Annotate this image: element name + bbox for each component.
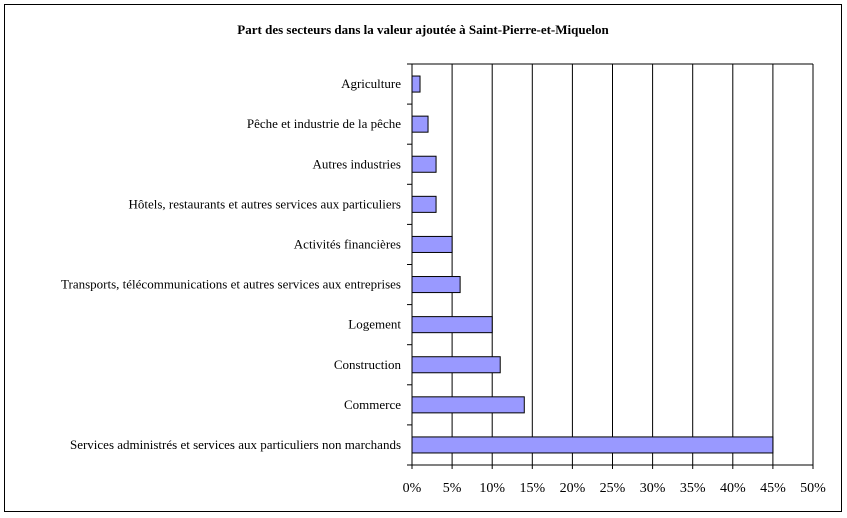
bar <box>411 396 525 414</box>
x-tick-label: 45% <box>760 481 786 496</box>
x-tick-label: 0% <box>403 481 422 496</box>
chart-frame <box>4 4 842 512</box>
bar <box>411 316 493 334</box>
category-label: Transports, télécommunications et autres… <box>61 277 401 292</box>
x-tick-label: 10% <box>479 481 505 496</box>
bar <box>411 115 429 133</box>
category-label: Construction <box>334 357 402 372</box>
bar <box>411 75 421 93</box>
category-label: Agriculture <box>341 76 401 91</box>
category-label: Activités financières <box>294 236 401 251</box>
category-label: Hôtels, restaurants et autres services a… <box>128 196 401 211</box>
x-tick-label: 40% <box>720 481 746 496</box>
category-label: Autres industries <box>313 156 401 171</box>
category-label: Services administrés et services aux par… <box>70 437 401 452</box>
x-tick-label: 50% <box>800 481 826 496</box>
category-label: Logement <box>348 317 401 332</box>
bar <box>411 235 453 253</box>
x-tick-label: 20% <box>560 481 586 496</box>
category-label: Commerce <box>344 397 401 412</box>
x-tick-label: 35% <box>680 481 706 496</box>
bar <box>411 436 774 454</box>
x-tick-label: 25% <box>600 481 626 496</box>
bar <box>411 155 437 173</box>
bar <box>411 195 437 213</box>
bar <box>411 276 461 294</box>
x-tick-label: 30% <box>640 481 666 496</box>
chart-title: Part des secteurs dans la valeur ajoutée… <box>237 22 609 37</box>
bar <box>411 356 501 374</box>
category-label: Pêche et industrie de la pêche <box>247 116 401 131</box>
x-tick-label: 15% <box>519 481 545 496</box>
x-tick-label: 5% <box>443 481 462 496</box>
